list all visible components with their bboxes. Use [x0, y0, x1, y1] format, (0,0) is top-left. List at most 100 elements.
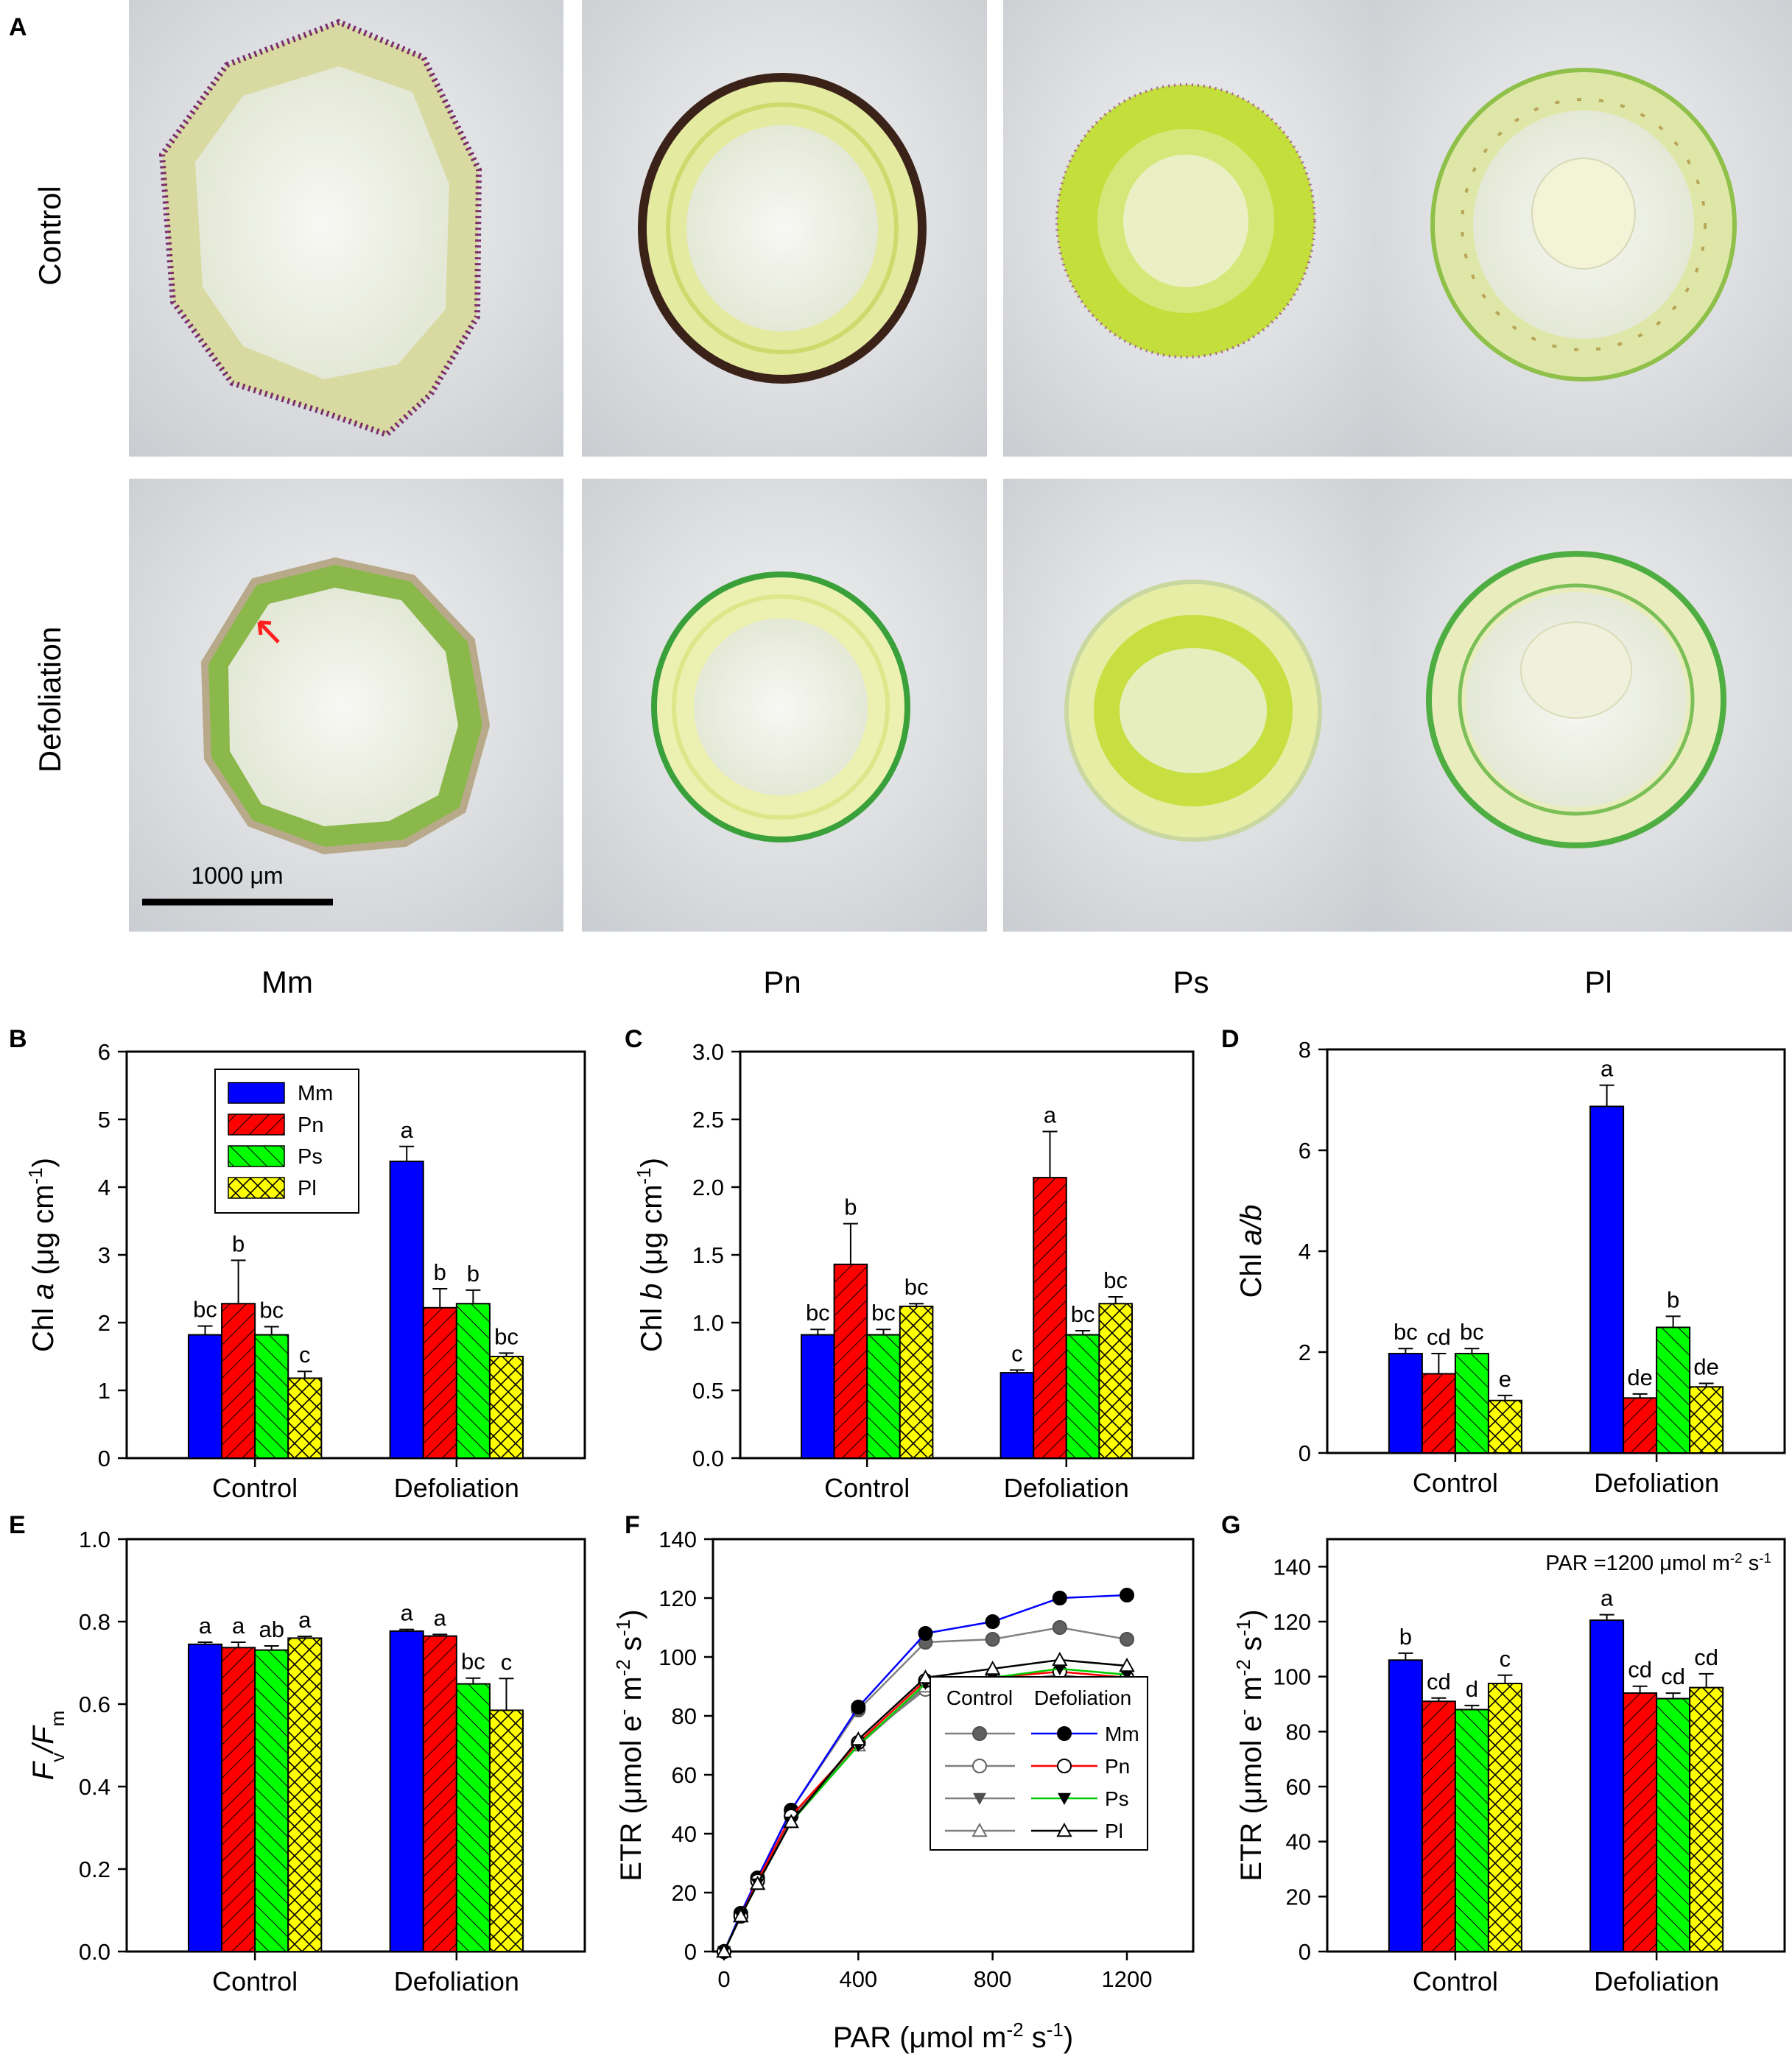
bar-ps	[254, 1334, 289, 1460]
photo-defoliation-ps	[1003, 479, 1377, 932]
bar-ps	[1656, 1326, 1691, 1454]
y-tick-label: 80	[1286, 1719, 1311, 1745]
legend-label-pl: Pl	[298, 1177, 317, 1200]
bar-pl	[1487, 1399, 1522, 1454]
significance-letter: a	[401, 1600, 414, 1626]
y-tick-label: 60	[672, 1762, 697, 1788]
y-tick-label: 120	[1273, 1609, 1311, 1635]
y-axis-label-part: -	[612, 1709, 634, 1716]
y-tick-label: 2.0	[692, 1175, 724, 1200]
series-pl-defoliation	[716, 1651, 1135, 1958]
data-point	[918, 1626, 933, 1641]
panel-letter-e: E	[9, 1511, 26, 1539]
bar-ps	[455, 1683, 491, 1953]
y-tick-label: 0.2	[79, 1857, 110, 1882]
x-category-label: Defoliation	[1594, 1468, 1719, 1498]
y-axis-label-part: m	[1235, 1676, 1268, 1709]
panel-letter-a: A	[9, 13, 27, 41]
row-label-control: Control	[32, 186, 67, 285]
bar-ps	[1656, 1697, 1691, 1953]
y-tick-label: 2.5	[692, 1107, 724, 1133]
y-tick-label: 20	[672, 1880, 697, 1906]
bar-pl	[488, 1709, 524, 1952]
legend-marker-defoliation	[1058, 1792, 1071, 1805]
significance-letter: de	[1693, 1354, 1718, 1379]
photo-control-ps	[1003, 0, 1377, 457]
bar-mm	[1589, 1619, 1625, 1952]
y-axis-label-part: )	[1235, 1609, 1268, 1619]
legend-label-mm: Mm	[298, 1082, 333, 1105]
data-point	[733, 1907, 749, 1923]
photo-panel: A Control Defoliation	[9, 0, 1792, 999]
data-point	[783, 1813, 799, 1829]
legend-marker-control	[971, 1822, 988, 1837]
chart-legend: Control Defoliation Mm Pn Ps Pl	[930, 1676, 1148, 1851]
significance-letter: a	[232, 1613, 245, 1639]
par-annotation-part: PAR =1200 μmol m	[1545, 1552, 1730, 1575]
y-axis-label-part: )	[636, 1158, 668, 1167]
significance-letter: a	[401, 1117, 414, 1143]
photo-defoliation-pn	[582, 479, 987, 932]
y-tick-label: 1.0	[692, 1310, 724, 1336]
bar-mm	[1388, 1353, 1423, 1454]
significance-letter: a	[1600, 1056, 1614, 1082]
data-point	[716, 1943, 732, 1958]
photo-defoliation-pl	[1374, 479, 1792, 932]
bar-ps	[1454, 1709, 1489, 1952]
significance-letter: b	[1667, 1287, 1679, 1312]
legend-marker-defoliation	[1057, 1759, 1072, 1773]
x-category-label: Control	[1413, 1966, 1498, 1996]
significance-letter: bc	[193, 1297, 217, 1323]
data-point	[917, 1669, 934, 1684]
y-axis-label: ETR (μmol e- m-2 s-1)	[1232, 1609, 1268, 1881]
significance-letter: bc	[1071, 1301, 1095, 1327]
significance-letter: c	[501, 1649, 513, 1675]
panel-letter-c: C	[625, 1025, 643, 1053]
data-point	[985, 1632, 1000, 1647]
significance-letter: a	[1044, 1102, 1057, 1128]
y-axis-label-part: -1	[1232, 1619, 1254, 1636]
bar-pl	[287, 1637, 323, 1952]
significance-letter: bc	[806, 1300, 830, 1326]
data-point	[984, 1660, 1001, 1675]
significance-letter: c	[1500, 1646, 1511, 1672]
par-annotation: PAR =1200 μmol m-2 s-1	[1545, 1550, 1771, 1576]
y-tick-label: 100	[1273, 1664, 1311, 1690]
y-axis-label-part: -1	[24, 1167, 46, 1184]
legend-marker-control	[972, 1759, 987, 1773]
significance-letter: b	[467, 1261, 479, 1287]
significance-letter: bc	[259, 1298, 284, 1323]
x-axis-label-part: -1	[1047, 2019, 1064, 2041]
bar-pl	[1098, 1303, 1133, 1459]
data-point	[985, 1614, 1000, 1629]
bar-pn	[422, 1306, 457, 1460]
y-axis-label-part: (μg cm	[636, 1184, 668, 1283]
legend-header-control: Control	[946, 1686, 1013, 1709]
y-axis-label-part: )	[615, 1609, 647, 1619]
chart-c-chl-b: 0.00.51.01.52.02.53.0ControlbcbbcbcDefol…	[633, 1039, 1195, 1503]
y-tick-label: 3.0	[692, 1039, 724, 1065]
y-tick-label: 140	[1273, 1554, 1311, 1580]
bar-pn	[221, 1647, 256, 1953]
bar-pn	[221, 1303, 256, 1459]
significance-letter: b	[844, 1194, 857, 1220]
x-tick-label: 0	[717, 1966, 730, 1992]
legend-label-pn: Pn	[1105, 1755, 1130, 1778]
x-tick-label: 400	[839, 1966, 877, 1992]
y-tick-label: 140	[658, 1527, 697, 1552]
x-axis-label-part: PAR (μmol m	[833, 2021, 1007, 2054]
x-category-label: Defoliation	[1594, 1966, 1719, 1996]
y-tick-label: 0.8	[79, 1609, 110, 1635]
significance-letter: a	[298, 1607, 312, 1633]
legend-marker-control	[972, 1726, 987, 1741]
y-tick-label: 4	[1299, 1239, 1311, 1264]
significance-letter: b	[434, 1259, 446, 1285]
bar-mm	[1589, 1105, 1625, 1454]
y-tick-label: 6	[1299, 1138, 1311, 1164]
bar-mm	[999, 1372, 1035, 1459]
y-tick-label: 1.0	[79, 1527, 110, 1552]
legend-label-ps: Ps	[1105, 1787, 1129, 1810]
y-tick-label: 40	[1286, 1829, 1311, 1855]
